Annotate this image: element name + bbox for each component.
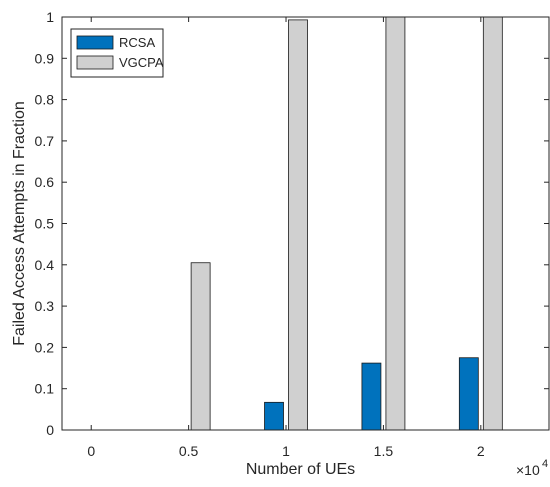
y-tick-label-7: 0.7 (35, 133, 55, 149)
x-tick-label-0: 0 (87, 443, 95, 459)
bars-group (190, 16, 503, 431)
x-tick-label-1: 0.5 (179, 443, 199, 459)
bar-vgcpa-4 (482, 16, 503, 431)
y-tick-label-9: 0.9 (35, 50, 55, 66)
legend-swatch-vgcpa (76, 55, 114, 70)
x-axis-label: Number of UEs (246, 461, 355, 478)
y-tick-label-5: 0.5 (35, 216, 55, 232)
bar-vgcpa-3 (385, 16, 406, 431)
x-tick-label-4: 2 (477, 443, 485, 459)
y-tick-label-3: 0.3 (35, 298, 55, 314)
x-exponent-base: ×10 (516, 462, 540, 478)
bar-rcsa-4 (458, 357, 479, 431)
bar-rcsa-2 (264, 401, 284, 431)
x-axis-exponent: ×10 4 (516, 458, 548, 478)
legend: RCSA VGCPA (70, 28, 164, 78)
y-tick-label-1: 0.1 (35, 381, 55, 397)
y-tick-label-8: 0.8 (35, 92, 55, 108)
legend-swatch-rcsa (76, 35, 114, 50)
bar-rcsa-3 (361, 362, 382, 431)
legend-label-rcsa: RCSA (119, 35, 155, 50)
y-tick-label-4: 0.4 (35, 257, 55, 273)
y-tick-label-0: 0 (46, 422, 54, 438)
x-tick-label-2: 1 (282, 443, 290, 459)
x-tick-label-3: 1.5 (374, 443, 394, 459)
y-axis-label: Failed Access Attempts in Fraction (11, 101, 28, 346)
y-tick-label-6: 0.6 (35, 174, 55, 190)
legend-label-vgcpa: VGCPA (119, 55, 164, 70)
y-tick-label-2: 0.2 (35, 339, 55, 355)
ticks-group: 0 0.5 1 1.5 2 0 0.1 0.2 0.3 0.4 0.5 0.6 0.7 0.8 0.9 1 (35, 9, 549, 459)
y-tick-label-10: 1 (46, 9, 54, 25)
bar-vgcpa-1 (190, 262, 211, 431)
x-exponent-power: 4 (542, 458, 548, 470)
bar-vgcpa-2 (288, 19, 308, 431)
